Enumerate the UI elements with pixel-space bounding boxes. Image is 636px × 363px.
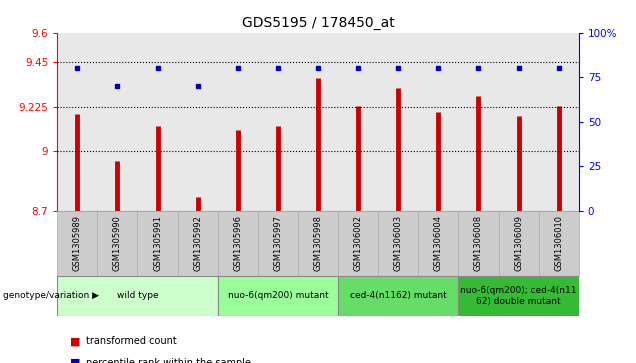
- FancyBboxPatch shape: [499, 211, 539, 276]
- Text: ■: ■: [70, 358, 84, 363]
- FancyBboxPatch shape: [97, 211, 137, 276]
- FancyBboxPatch shape: [177, 211, 218, 276]
- FancyBboxPatch shape: [137, 211, 177, 276]
- Text: GSM1305991: GSM1305991: [153, 215, 162, 271]
- Title: GDS5195 / 178450_at: GDS5195 / 178450_at: [242, 16, 394, 30]
- FancyBboxPatch shape: [57, 276, 218, 316]
- Text: nuo-6(qm200); ced-4(n11
62) double mutant: nuo-6(qm200); ced-4(n11 62) double mutan…: [460, 286, 577, 306]
- FancyBboxPatch shape: [218, 211, 258, 276]
- Text: transformed count: transformed count: [86, 336, 177, 346]
- FancyBboxPatch shape: [378, 211, 418, 276]
- Text: wild type: wild type: [116, 291, 158, 300]
- Text: GSM1305990: GSM1305990: [113, 215, 122, 271]
- FancyBboxPatch shape: [459, 211, 499, 276]
- FancyBboxPatch shape: [338, 211, 378, 276]
- Text: GSM1306003: GSM1306003: [394, 215, 403, 271]
- FancyBboxPatch shape: [418, 211, 459, 276]
- Text: ■: ■: [70, 336, 84, 346]
- Text: genotype/variation ▶: genotype/variation ▶: [3, 291, 99, 300]
- Text: GSM1305998: GSM1305998: [314, 215, 322, 271]
- FancyBboxPatch shape: [258, 211, 298, 276]
- FancyBboxPatch shape: [338, 276, 459, 316]
- FancyBboxPatch shape: [218, 276, 338, 316]
- FancyBboxPatch shape: [539, 211, 579, 276]
- Text: percentile rank within the sample: percentile rank within the sample: [86, 358, 251, 363]
- Text: GSM1306002: GSM1306002: [354, 215, 363, 271]
- Text: GSM1306008: GSM1306008: [474, 215, 483, 271]
- FancyBboxPatch shape: [459, 276, 579, 316]
- Text: GSM1305989: GSM1305989: [73, 215, 82, 271]
- Text: GSM1305996: GSM1305996: [233, 215, 242, 271]
- Text: GSM1305997: GSM1305997: [273, 215, 282, 271]
- FancyBboxPatch shape: [57, 211, 97, 276]
- Text: nuo-6(qm200) mutant: nuo-6(qm200) mutant: [228, 291, 328, 300]
- Text: GSM1306004: GSM1306004: [434, 215, 443, 271]
- Text: GSM1306010: GSM1306010: [554, 215, 563, 271]
- FancyBboxPatch shape: [298, 211, 338, 276]
- Text: GSM1306009: GSM1306009: [514, 215, 523, 271]
- Text: GSM1305992: GSM1305992: [193, 215, 202, 271]
- Text: ced-4(n1162) mutant: ced-4(n1162) mutant: [350, 291, 446, 300]
